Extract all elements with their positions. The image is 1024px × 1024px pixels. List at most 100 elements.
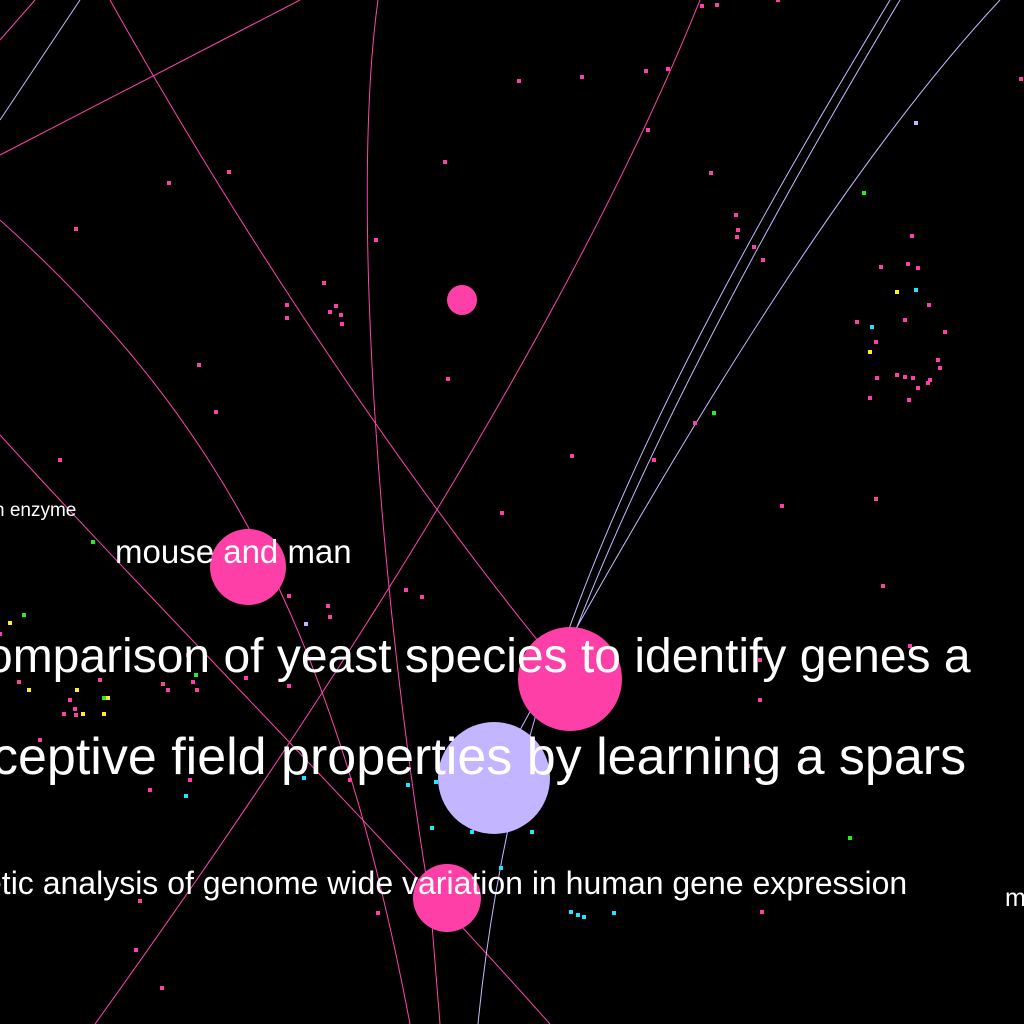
- graph-node-dot[interactable]: [700, 4, 704, 8]
- graph-node-dot[interactable]: [420, 595, 424, 599]
- graph-node-dot[interactable]: [91, 540, 95, 544]
- graph-node-dot[interactable]: [570, 454, 574, 458]
- graph-node-dot[interactable]: [8, 621, 12, 625]
- graph-node-dot[interactable]: [102, 712, 106, 716]
- graph-node[interactable]: [210, 529, 286, 605]
- graph-node-dot[interactable]: [214, 410, 218, 414]
- graph-node-dot[interactable]: [443, 160, 447, 164]
- graph-node-dot[interactable]: [895, 290, 899, 294]
- graph-node-dot[interactable]: [652, 458, 656, 462]
- graph-node-dot[interactable]: [938, 366, 942, 370]
- graph-node-dot[interactable]: [285, 303, 289, 307]
- graph-node-dot[interactable]: [58, 458, 62, 462]
- graph-node-dot[interactable]: [328, 310, 332, 314]
- graph-node-dot[interactable]: [340, 322, 344, 326]
- graph-node-dot[interactable]: [287, 684, 291, 688]
- graph-node-dot[interactable]: [644, 69, 648, 73]
- graph-node-dot[interactable]: [106, 696, 110, 700]
- graph-node-dot[interactable]: [569, 910, 573, 914]
- graph-node-dot[interactable]: [646, 128, 650, 132]
- graph-node-dot[interactable]: [98, 678, 102, 682]
- graph-node-dot[interactable]: [499, 866, 503, 870]
- graph-node-dot[interactable]: [302, 776, 306, 780]
- graph-node-dot[interactable]: [758, 698, 762, 702]
- graph-node-dot[interactable]: [735, 235, 739, 239]
- graph-node-dot[interactable]: [285, 316, 289, 320]
- graph-node-dot[interactable]: [576, 913, 580, 917]
- graph-node-dot[interactable]: [916, 266, 920, 270]
- graph-node-dot[interactable]: [760, 910, 764, 914]
- graph-node-dot[interactable]: [328, 615, 332, 619]
- graph-node-dot[interactable]: [911, 376, 915, 380]
- graph-node-dot[interactable]: [848, 836, 852, 840]
- graph-node-dot[interactable]: [855, 320, 859, 324]
- graph-node-dot[interactable]: [879, 265, 883, 269]
- graph-node-dot[interactable]: [148, 788, 152, 792]
- graph-node-dot[interactable]: [868, 396, 872, 400]
- graph-node-dot[interactable]: [161, 682, 165, 686]
- graph-node-dot[interactable]: [875, 376, 879, 380]
- graph-node-dot[interactable]: [227, 170, 231, 174]
- graph-node-dot[interactable]: [895, 373, 899, 377]
- graph-node-dot[interactable]: [160, 986, 164, 990]
- graph-node-dot[interactable]: [0, 632, 2, 636]
- graph-node-dot[interactable]: [68, 698, 72, 702]
- graph-node-dot[interactable]: [914, 121, 918, 125]
- graph-node-dot[interactable]: [914, 288, 918, 292]
- graph-node-dot[interactable]: [715, 3, 719, 7]
- graph-node-dot[interactable]: [517, 79, 521, 83]
- graph-node-dot[interactable]: [693, 421, 697, 425]
- graph-node-dot[interactable]: [734, 213, 738, 217]
- graph-node-dot[interactable]: [434, 780, 438, 784]
- graph-node[interactable]: [518, 627, 622, 731]
- graph-node-dot[interactable]: [195, 688, 199, 692]
- graph-node-dot[interactable]: [322, 281, 326, 285]
- graph-node-dot[interactable]: [612, 911, 616, 915]
- graph-node-dot[interactable]: [712, 411, 716, 415]
- graph-node-dot[interactable]: [928, 378, 932, 382]
- graph-node-dot[interactable]: [908, 644, 912, 648]
- graph-node-dot[interactable]: [758, 658, 762, 662]
- graph-node-dot[interactable]: [868, 350, 872, 354]
- graph-node-dot[interactable]: [406, 783, 410, 787]
- graph-node-dot[interactable]: [17, 680, 21, 684]
- graph-node-dot[interactable]: [776, 0, 780, 2]
- graph-node-dot[interactable]: [916, 386, 920, 390]
- graph-node-dot[interactable]: [188, 778, 192, 782]
- graph-node-dot[interactable]: [73, 707, 77, 711]
- graph-node-dot[interactable]: [167, 181, 171, 185]
- graph-node-dot[interactable]: [926, 381, 930, 385]
- graph-node-dot[interactable]: [736, 228, 740, 232]
- graph-node-dot[interactable]: [446, 377, 450, 381]
- graph-node-dot[interactable]: [500, 511, 504, 515]
- graph-node-dot[interactable]: [81, 712, 85, 716]
- graph-node-dot[interactable]: [404, 588, 408, 592]
- graph-node-dot[interactable]: [761, 258, 765, 262]
- graph-node-dot[interactable]: [27, 688, 31, 692]
- graph-node-dot[interactable]: [38, 738, 42, 742]
- graph-node-dot[interactable]: [881, 584, 885, 588]
- graph-node-dot[interactable]: [134, 948, 138, 952]
- graph-node-dot[interactable]: [943, 330, 947, 334]
- graph-node-dot[interactable]: [746, 764, 750, 768]
- graph-node-dot[interactable]: [348, 778, 352, 782]
- graph-node-dot[interactable]: [666, 67, 670, 71]
- graph-node[interactable]: [413, 864, 481, 932]
- graph-node-dot[interactable]: [936, 358, 940, 362]
- graph-node-dot[interactable]: [74, 713, 78, 717]
- graph-node-dot[interactable]: [374, 238, 378, 242]
- graph-node-dot[interactable]: [74, 227, 78, 231]
- graph-node-dot[interactable]: [780, 504, 784, 508]
- graph-node-dot[interactable]: [244, 676, 248, 680]
- graph-node-dot[interactable]: [22, 613, 26, 617]
- graph-node-dot[interactable]: [903, 375, 907, 379]
- graph-node-dot[interactable]: [874, 497, 878, 501]
- graph-node-dot[interactable]: [906, 262, 910, 266]
- graph-node-dot[interactable]: [376, 911, 380, 915]
- graph-node-dot[interactable]: [903, 318, 907, 322]
- graph-node-dot[interactable]: [862, 191, 866, 195]
- graph-node-dot[interactable]: [907, 398, 911, 402]
- graph-node-dot[interactable]: [580, 75, 584, 79]
- graph-node-dot[interactable]: [334, 304, 338, 308]
